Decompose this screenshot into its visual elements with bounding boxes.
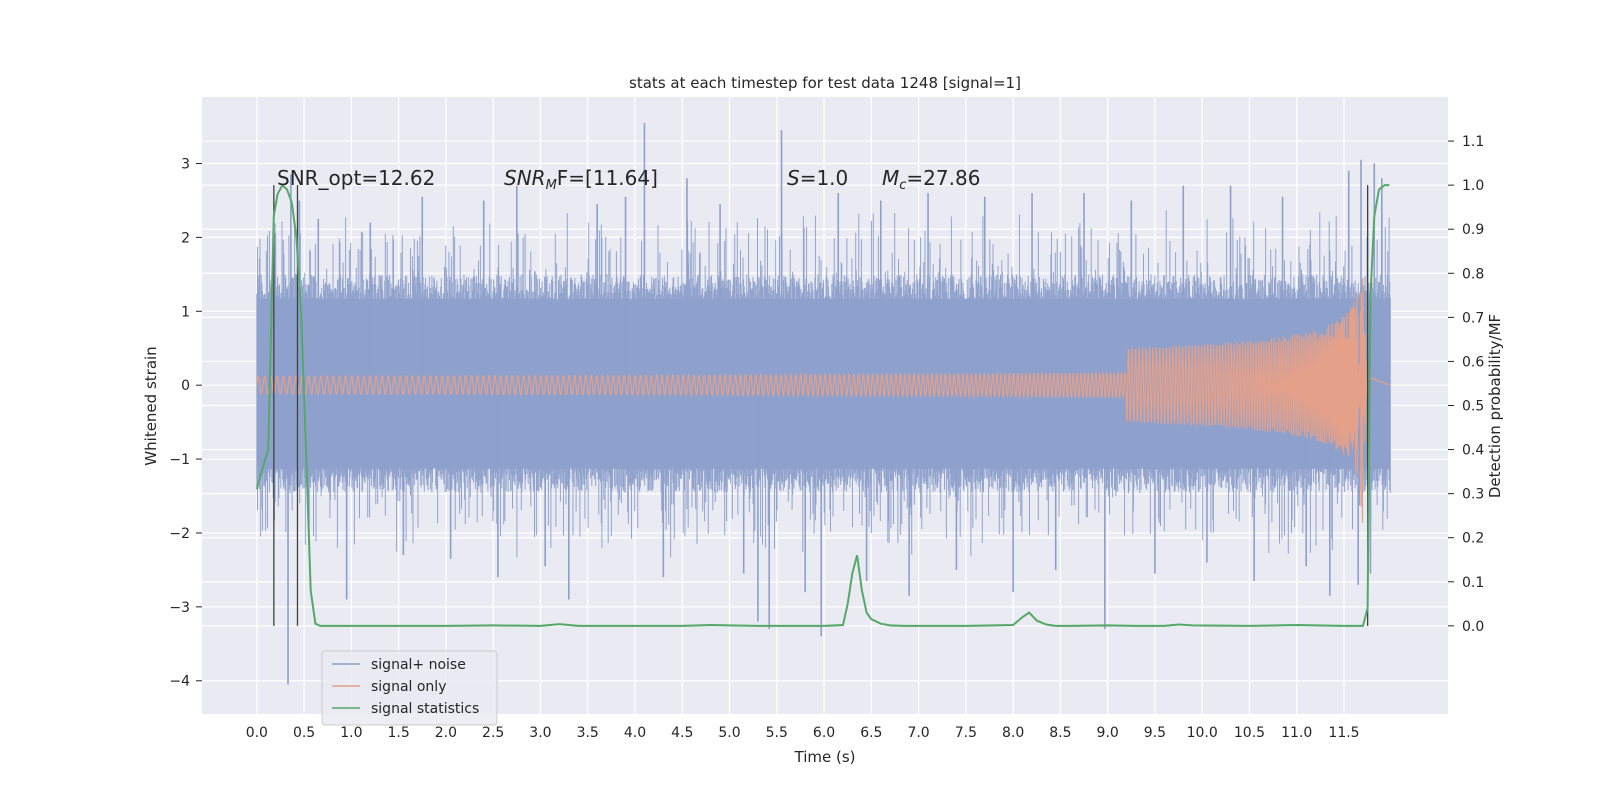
signal-statistics-series: [255, 183, 1390, 627]
y2-tick-label: 0.9: [1462, 222, 1484, 238]
x-tick-label: 7.5: [955, 725, 977, 741]
x-tick-label: 1.5: [388, 725, 410, 741]
snr-opt-annotation: SNR_opt=12.62: [277, 166, 435, 190]
x-tick-label: 10.5: [1234, 725, 1265, 741]
y-tick-label: 0: [181, 378, 190, 394]
legend-label-signal-only: signal only: [371, 679, 446, 695]
x-tick-label: 3.0: [529, 725, 551, 741]
x-axis-label: Time (s): [794, 748, 856, 766]
x-tick-label: 10.0: [1187, 725, 1218, 741]
x-tick-label: 4.5: [671, 725, 693, 741]
x-tick-label: 5.5: [766, 725, 788, 741]
legend-box: [321, 650, 498, 726]
s-annotation: S=1.0: [787, 166, 848, 190]
x-tick-label: 9.5: [1144, 725, 1166, 741]
x-tick-label: 6.0: [813, 725, 835, 741]
y-tick-label: −1: [169, 452, 190, 468]
y2-tick-label: 1.1: [1462, 134, 1484, 150]
snr-mf-name: SNR: [504, 166, 546, 190]
y2-tick-label: 0.6: [1462, 354, 1484, 370]
x-tick-label: 3.5: [577, 725, 599, 741]
y-tick-label: 2: [181, 230, 190, 246]
signal-statistics-line: [255, 183, 1390, 627]
mc-annotation: Mc=27.86: [882, 166, 980, 193]
x-tick-label: 7.0: [907, 725, 929, 741]
y-tick-label: 1: [181, 304, 190, 320]
y-tick-label: −3: [169, 600, 190, 616]
y-tick-label: −4: [169, 674, 190, 690]
y2-tick-label: 0.3: [1462, 487, 1484, 503]
x-tick-label: 5.0: [718, 725, 740, 741]
mc-value: =27.86: [906, 166, 980, 190]
y2-tick-label: 0.2: [1462, 531, 1484, 547]
x-tick-label: 0.5: [293, 725, 315, 741]
annotations: SNR_opt=12.62 SNRMF=[11.64] S=1.0 Mc=27.…: [277, 166, 980, 193]
y2-tick-label: 0.4: [1462, 443, 1484, 459]
y-tick-label: 3: [181, 157, 190, 173]
y2-tick-label: 0.1: [1462, 575, 1484, 591]
x-tick-label: 2.0: [435, 725, 457, 741]
axis-ticks: 0.0 0.5 1.0 1.5 2.0 2.5 3.0 3.5 4.0 4.5 5.0 5.5 6.0 6…: [169, 134, 1484, 741]
legend-label-signal-statistics: signal statistics: [371, 701, 479, 717]
x-tick-label: 6.5: [860, 725, 882, 741]
y2-tick-label: 0.8: [1462, 266, 1484, 282]
x-tick-label: 8.0: [1002, 725, 1024, 741]
legend: signal+ noise signal only signal statist…: [321, 650, 498, 726]
x-tick-label: 2.5: [482, 725, 504, 741]
y2-tick-label: 1.0: [1462, 178, 1484, 194]
y2-tick-label: 0.5: [1462, 399, 1484, 415]
y2-tick-label: 0.7: [1462, 310, 1484, 326]
s-name: S: [787, 166, 800, 190]
snr-mf-annotation: SNRMF=[11.64]: [504, 166, 658, 193]
legend-label-signal-noise: signal+ noise: [371, 657, 466, 673]
y-axis-label: Whitened strain: [142, 346, 160, 465]
s-value: =1.0: [800, 166, 849, 190]
x-tick-label: 0.0: [246, 725, 268, 741]
x-tick-label: 1.0: [340, 725, 362, 741]
mc-subscript: c: [899, 178, 906, 193]
y2-tick-label: 0.0: [1462, 619, 1484, 635]
signal-only-series: [256, 277, 1391, 523]
y2-axis-label: Detection probability/MF: [1486, 314, 1504, 498]
chart-title: stats at each timestep for test data 124…: [629, 74, 1021, 92]
signal-only-line: [256, 277, 1391, 523]
snr-mf-subscript: M: [546, 178, 557, 193]
x-tick-label: 11.0: [1281, 725, 1312, 741]
x-tick-label: 11.5: [1328, 725, 1359, 741]
mc-name: M: [882, 166, 899, 190]
x-tick-label: 9.0: [1097, 725, 1119, 741]
x-tick-label: 8.5: [1049, 725, 1071, 741]
x-tick-label: 4.0: [624, 725, 646, 741]
y-tick-label: −2: [169, 526, 190, 542]
snr-mf-value: F=[11.64]: [557, 166, 658, 190]
